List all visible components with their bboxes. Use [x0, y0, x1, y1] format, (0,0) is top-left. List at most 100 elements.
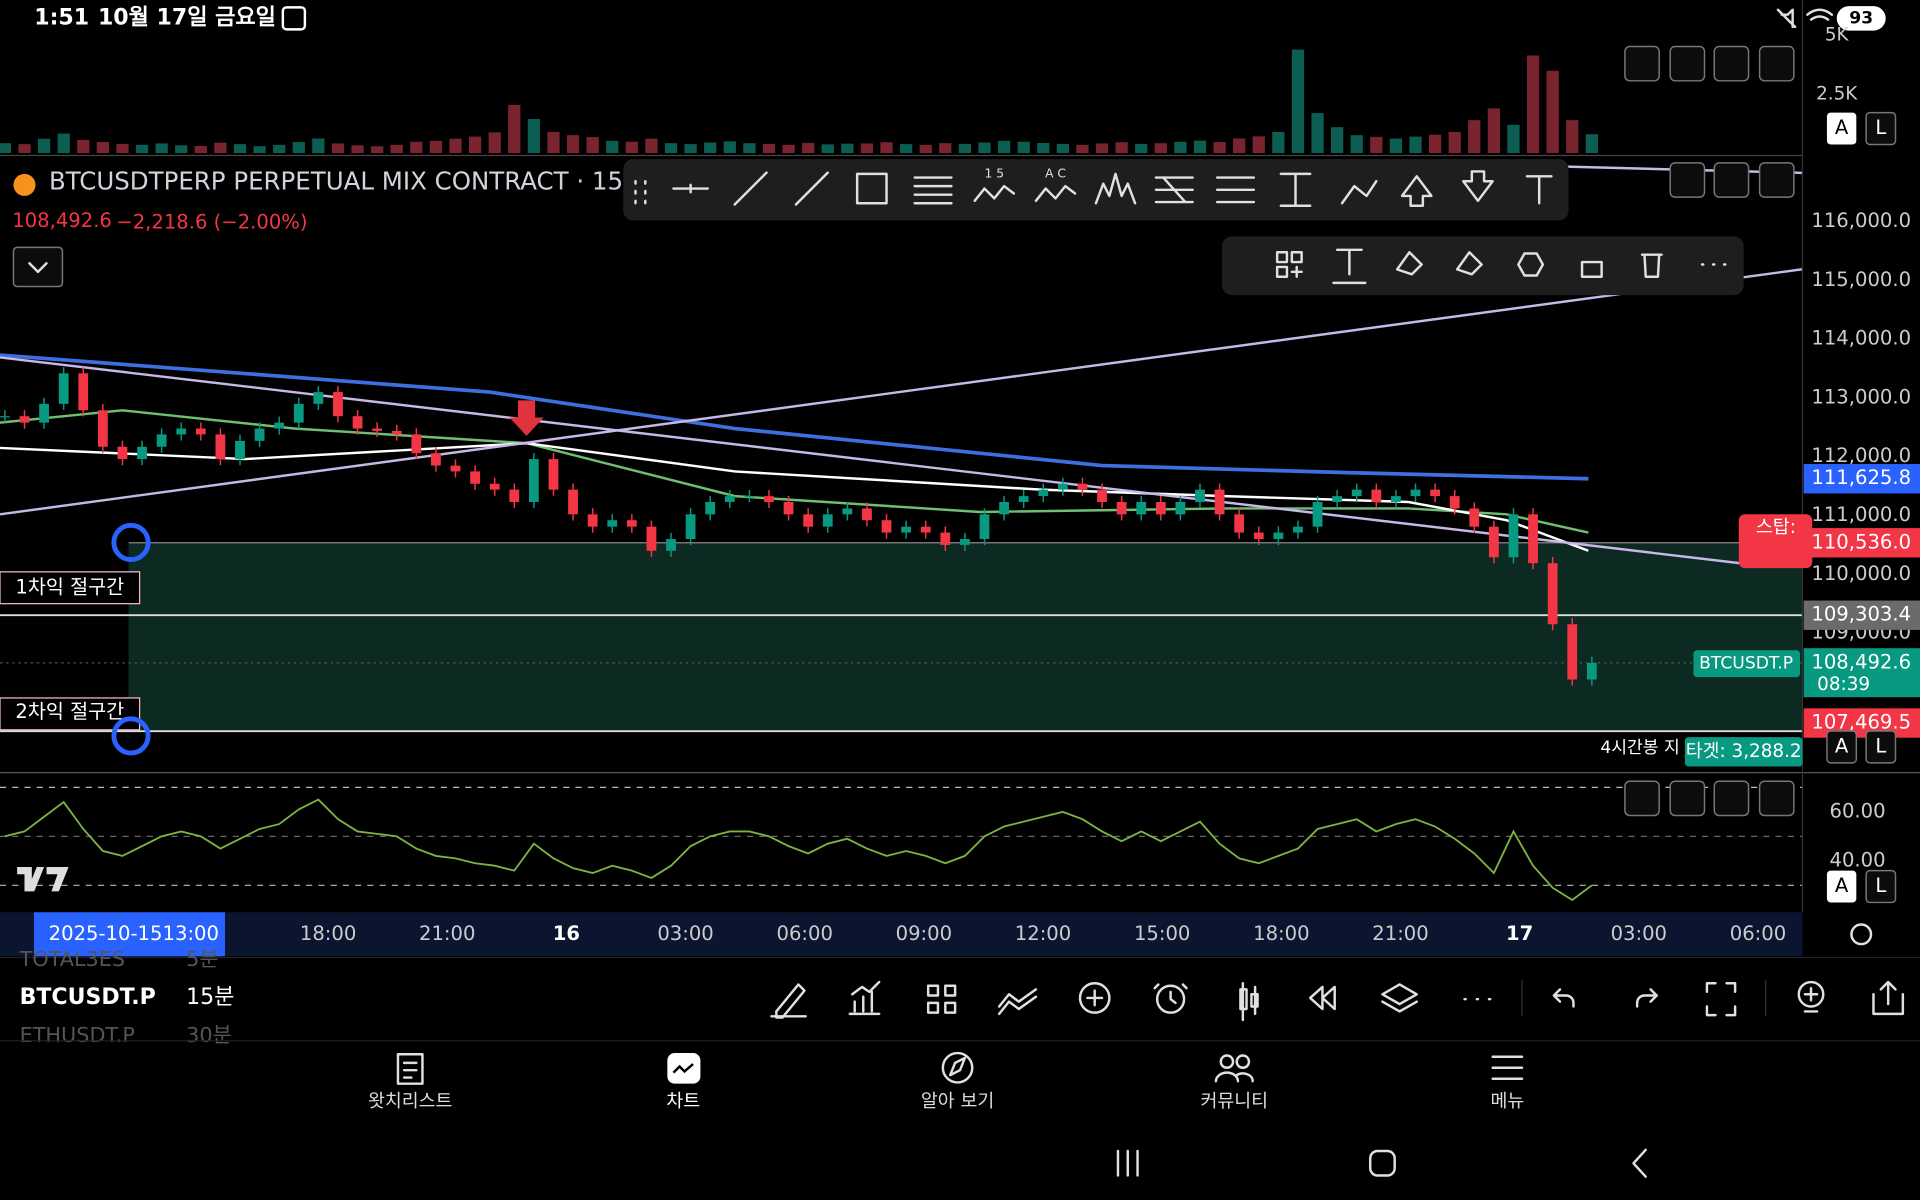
add-button[interactable] [1078, 982, 1111, 1014]
pane-button[interactable] [1713, 45, 1750, 82]
candle [391, 430, 402, 435]
volume-bar [273, 144, 286, 154]
tool-brush[interactable] [1340, 180, 1378, 205]
candle [1567, 624, 1578, 680]
indicators-button[interactable] [848, 980, 881, 1016]
log-button[interactable] [1865, 869, 1897, 904]
candle [881, 520, 892, 533]
chart-type-button[interactable] [1239, 982, 1259, 1022]
anchor-handle[interactable] [111, 522, 151, 563]
tool-settings[interactable] [1517, 252, 1545, 277]
alert-button[interactable] [1155, 984, 1186, 1014]
tool-trendline[interactable] [733, 171, 768, 206]
watch-symbol[interactable]: BTCUSDT.P [20, 985, 156, 1010]
collapse-button[interactable] [12, 246, 64, 288]
settings-icon[interactable] [1850, 923, 1873, 946]
screenshot-icon [281, 6, 307, 31]
recents-button[interactable] [1116, 1149, 1139, 1177]
nav-icon [1491, 1055, 1524, 1080]
pane-button[interactable] [1758, 162, 1795, 198]
tool-forecast[interactable] [1154, 176, 1194, 204]
rsi-line [4, 798, 1593, 902]
replay-button[interactable] [1308, 985, 1336, 1011]
tool-elliott[interactable] [973, 184, 1016, 203]
candle [568, 489, 578, 515]
tool-measure[interactable] [1279, 172, 1312, 207]
draw-button[interactable] [770, 983, 807, 1019]
compare-button[interactable] [997, 988, 1038, 1016]
candle [1234, 514, 1245, 533]
home-button[interactable] [1368, 1149, 1396, 1177]
tool-fib[interactable] [913, 176, 953, 205]
tool-text[interactable] [1525, 175, 1553, 205]
redo-button[interactable] [1635, 988, 1658, 1008]
volume-bar [0, 143, 12, 154]
pane-button[interactable] [1713, 780, 1750, 817]
candle [803, 514, 814, 527]
tool-text-style[interactable] [1332, 248, 1367, 285]
share-button[interactable] [1872, 980, 1905, 1016]
candle [607, 520, 618, 527]
battery-level: 93 [1849, 8, 1873, 28]
tool-templates[interactable] [1275, 251, 1303, 278]
tool-pattern[interactable] [1094, 172, 1137, 205]
tool-fill[interactable] [1395, 251, 1423, 276]
nav-label[interactable]: 차트 [666, 1091, 700, 1112]
pane-button[interactable] [1713, 162, 1750, 198]
tool-delete[interactable] [1640, 253, 1663, 278]
pane-button[interactable] [1758, 45, 1795, 82]
tool-border[interactable] [1455, 251, 1483, 276]
candle [862, 508, 872, 521]
back-button[interactable] [1632, 1148, 1647, 1178]
auto-button[interactable] [1826, 730, 1858, 764]
x-tick-label: 16 [553, 922, 580, 945]
layout-button[interactable] [926, 984, 957, 1014]
tool-elliott-label: 1 5 [985, 166, 1004, 180]
volume-pane [0, 49, 1598, 154]
auto-button[interactable] [1826, 112, 1857, 145]
pane-button[interactable] [1669, 162, 1706, 198]
tool-rect[interactable] [855, 172, 888, 205]
coin-icon [13, 173, 36, 196]
nav-label[interactable]: 커뮤니티 [1200, 1091, 1268, 1112]
log-button[interactable] [1865, 730, 1897, 764]
volume-bar [1487, 108, 1500, 154]
auto-button[interactable] [1826, 870, 1857, 903]
nav-label[interactable]: 알아 보기 [921, 1091, 994, 1112]
pane-button[interactable] [1669, 45, 1706, 82]
tool-abc[interactable] [1034, 184, 1077, 203]
anchor-handle[interactable] [111, 716, 151, 756]
nav-label[interactable]: 왓치리스트 [368, 1091, 452, 1112]
undo-button[interactable] [1552, 988, 1575, 1008]
volume-bar [135, 144, 149, 154]
fullscreen-button[interactable] [1705, 982, 1737, 1017]
candle [626, 520, 637, 527]
price-tag [1803, 464, 1920, 494]
volume-bar [1468, 120, 1481, 154]
volume-bar [194, 146, 207, 154]
pane-button[interactable] [1669, 780, 1706, 817]
tool-hline[interactable] [672, 183, 709, 194]
pane-button[interactable] [1624, 780, 1660, 817]
volume-bar [233, 144, 247, 154]
ideas-button[interactable] [1797, 980, 1825, 1008]
tool-ray[interactable] [794, 171, 829, 206]
pane-button[interactable] [1624, 45, 1660, 82]
tool-arrow-up[interactable] [1400, 175, 1433, 207]
price-tag-label: 110,536.0 [1811, 530, 1911, 553]
layers-button[interactable] [1381, 983, 1418, 1013]
log-button[interactable] [1865, 111, 1897, 146]
pane-button[interactable] [1758, 780, 1795, 817]
watch-symbol[interactable]: ETHUSDT.P [20, 1023, 135, 1047]
tool-projection[interactable] [1215, 176, 1256, 204]
volume-bar [214, 142, 227, 154]
symbol-tag [1693, 650, 1800, 678]
nav-label[interactable]: 메뉴 [1490, 1091, 1524, 1112]
tool-lock[interactable] [1580, 260, 1603, 278]
candle [19, 416, 30, 423]
x-tick-label: 18:00 [1253, 922, 1309, 945]
watchlist: TOTAL3ES 5분 BTCUSDT.P 15분 ETHUSDT.P 30분 [19, 947, 235, 1047]
tool-arrow-down[interactable] [1462, 170, 1494, 203]
watch-symbol[interactable]: TOTAL3ES [19, 947, 126, 971]
volume-bar [429, 140, 443, 154]
